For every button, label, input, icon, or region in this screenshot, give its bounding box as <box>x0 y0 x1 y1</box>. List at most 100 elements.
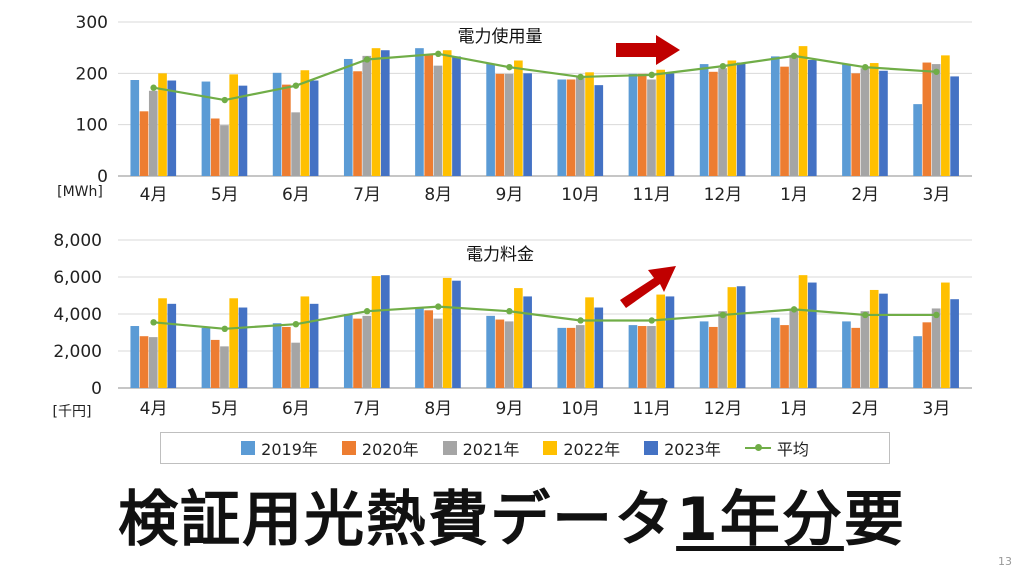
chart1-bar <box>699 64 709 176</box>
legend-swatch-2021 <box>442 441 457 455</box>
chart2-bar <box>913 336 922 388</box>
chart1-average-point <box>221 96 228 104</box>
chart1-category-label: 7月 <box>353 185 381 205</box>
chart1-bar <box>380 50 390 176</box>
chart1-bar <box>913 104 922 176</box>
chart1-bar <box>148 90 158 176</box>
chart2-title: 電力料金 <box>466 245 534 265</box>
legend-swatch-2023 <box>644 441 659 455</box>
chart1-bar <box>309 80 319 176</box>
chart2-bar <box>504 321 514 388</box>
chart2-category-label: 12月 <box>704 399 743 419</box>
chart2-bar <box>665 296 675 388</box>
chart2-bar <box>931 308 941 388</box>
chart2-category-label: 1月 <box>780 399 808 419</box>
chart2-bar <box>656 294 666 388</box>
chart1-bar <box>637 73 647 176</box>
chart2-average-point <box>790 306 798 313</box>
chart1-category-label: 8月 <box>424 185 452 205</box>
chart1-bar <box>718 68 727 176</box>
chart2-bar <box>575 325 585 388</box>
chart1-bar <box>486 63 495 176</box>
chart1-category-label: 4月 <box>140 185 168 205</box>
chart1-bar <box>300 70 310 176</box>
chart2-bar <box>709 326 718 388</box>
chart1-bar <box>343 58 353 176</box>
chart1-bar <box>201 81 211 176</box>
chart2-bar <box>139 336 149 388</box>
chart1-bar <box>424 54 434 176</box>
chart1-average-point <box>862 63 869 71</box>
chart1-ytick-label: 200 <box>76 64 108 84</box>
chart2-bar <box>585 297 594 388</box>
chart1-bar <box>415 48 424 176</box>
chart2-average-point <box>719 311 727 319</box>
chart1-average-point <box>933 68 940 75</box>
chart2-category-label: 9月 <box>496 399 524 419</box>
legend-item-2023: 2023年 <box>644 436 721 460</box>
chart1-bar <box>656 69 666 176</box>
chart1-bar <box>229 74 239 176</box>
chart-legend: 2019年 2020年 2021年 2022年 2023年 平均 <box>160 432 890 464</box>
chart2-bar <box>371 276 381 388</box>
chart1-bar <box>272 72 282 176</box>
chart2-average-point <box>506 308 513 315</box>
chart1-ytick-label: 300 <box>76 13 108 33</box>
chart2-category-label: 10月 <box>561 399 600 419</box>
chart1-average-point <box>719 62 727 70</box>
chart1-bar <box>158 73 167 176</box>
legend-swatch-2020 <box>341 441 356 455</box>
chart2-bar <box>495 319 505 388</box>
chart1-bar <box>452 56 461 176</box>
chart1-bar <box>665 73 675 176</box>
chart1-bar <box>130 80 140 176</box>
legend-swatch-average <box>744 441 771 455</box>
chart2-ytick-label: 8,000 <box>53 231 102 251</box>
chart2-category-label: 4月 <box>140 399 168 419</box>
legend-item-average: 平均 <box>744 436 809 460</box>
chart2-bar <box>158 298 167 388</box>
chart1-bar <box>628 73 638 176</box>
headline: 検証用光熱費データ1年分要 <box>0 480 1024 560</box>
chart2-bar <box>148 337 158 388</box>
chart2-bar <box>486 315 495 388</box>
chart2-bar <box>718 311 727 388</box>
chart2-bar <box>380 275 390 388</box>
chart2-bar <box>842 321 851 388</box>
chart1-bar <box>575 76 585 176</box>
chart1-bar <box>922 62 932 177</box>
chart2-average-point <box>363 308 371 315</box>
chart2-bar <box>941 282 950 388</box>
legend-label-2023: 2023年 <box>664 440 721 459</box>
chart1-bar <box>167 80 177 176</box>
chart2-average-line <box>153 305 937 330</box>
chart2-category-label: 5月 <box>211 399 239 419</box>
legend-item-2022: 2022年 <box>543 436 620 460</box>
chart1-bar <box>282 84 291 176</box>
chart1-average-line <box>153 52 937 102</box>
chart2-bar <box>424 310 434 388</box>
chart2-category-label: 6月 <box>282 399 310 419</box>
legend-label-2019: 2019年 <box>261 440 318 459</box>
chart2-average-point <box>648 317 655 324</box>
chart2-bar <box>514 288 523 388</box>
chart1-bar <box>353 71 362 176</box>
chart1-category-label: 5月 <box>211 185 239 205</box>
chart2-bar <box>362 315 372 388</box>
chart2-average-point <box>435 303 442 310</box>
chart1-average-point <box>506 63 513 71</box>
chart2-bar <box>291 342 300 388</box>
chart1-bar <box>807 59 817 177</box>
chart1-bar <box>709 71 718 176</box>
chart1-bar <box>950 76 959 176</box>
chart1-bar <box>585 72 594 176</box>
chart1-bar <box>442 50 452 176</box>
chart1-category-label: 1月 <box>780 185 808 205</box>
chart1-category-label: 10月 <box>561 185 600 205</box>
chart1-average-point <box>577 73 584 81</box>
chart2-bar <box>922 322 932 388</box>
legend-swatch-2022 <box>543 441 558 455</box>
chart1-trend-arrow <box>616 35 680 65</box>
chart2-average-point <box>577 317 584 324</box>
chart1-bar <box>869 63 879 176</box>
